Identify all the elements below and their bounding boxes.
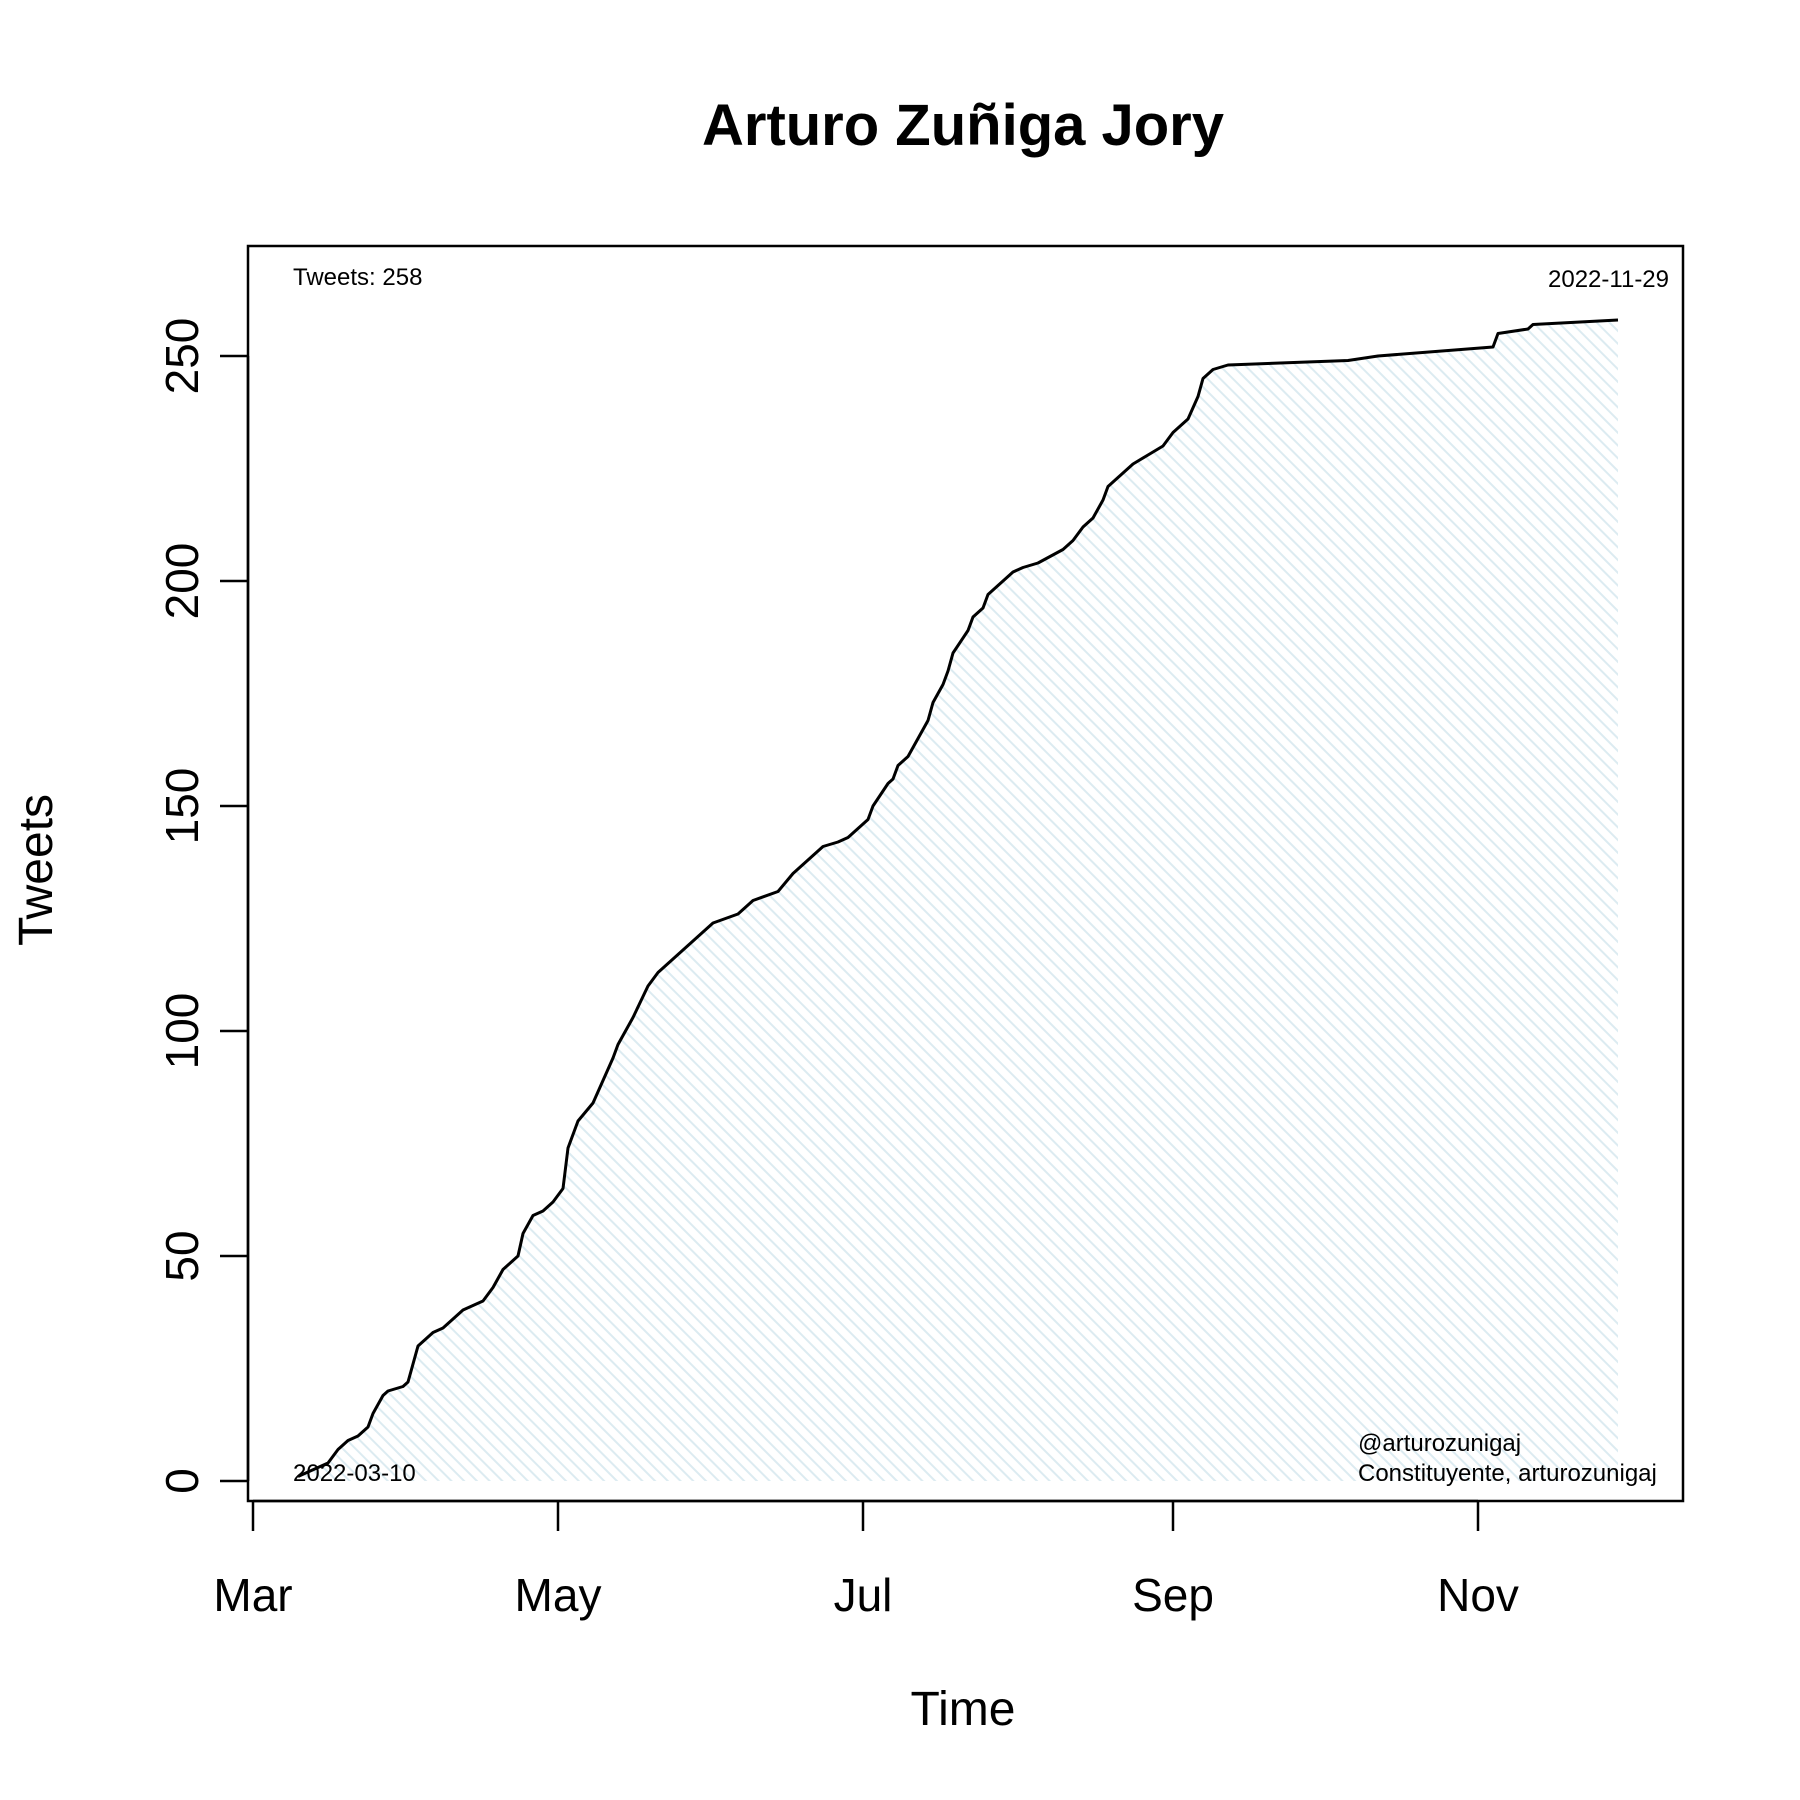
- description-annotation: Constituyente, arturozunigaj: [1358, 1460, 1657, 1487]
- x-axis: Mar May Jul Sep Nov: [213, 1499, 1519, 1621]
- chart-title: Arturo Zuñiga Jory: [702, 93, 1224, 158]
- cumulative-tweets-line: [297, 318, 1619, 1478]
- x-tick-label: Nov: [1437, 1569, 1519, 1621]
- line-layer: [297, 318, 1619, 1478]
- x-tick-label: May: [515, 1569, 602, 1621]
- y-tick-label: 200: [156, 543, 208, 620]
- end-date-annotation: 2022-11-29: [1548, 266, 1669, 293]
- y-axis: 0 50 100 150 200 250: [156, 318, 250, 1494]
- handle-annotation: @arturozunigaj: [1358, 1430, 1521, 1457]
- start-date-annotation: 2022-03-10: [293, 1460, 416, 1487]
- tweet-count-annotation: Tweets: 258: [293, 264, 422, 291]
- y-tick-label: 250: [156, 318, 208, 395]
- x-tick-label: Sep: [1132, 1569, 1214, 1621]
- x-tick-label: Mar: [213, 1569, 292, 1621]
- y-tick-label: 0: [156, 1468, 208, 1494]
- x-tick-label: Jul: [834, 1569, 893, 1621]
- cumulative-tweets-area: [298, 320, 1618, 1481]
- y-tick-label: 100: [156, 993, 208, 1070]
- x-axis-label: Time: [911, 1683, 1016, 1736]
- y-tick-label: 50: [156, 1230, 208, 1281]
- area-layer: [298, 320, 1618, 1481]
- y-tick-label: 150: [156, 768, 208, 845]
- y-axis-label: Tweets: [10, 794, 63, 946]
